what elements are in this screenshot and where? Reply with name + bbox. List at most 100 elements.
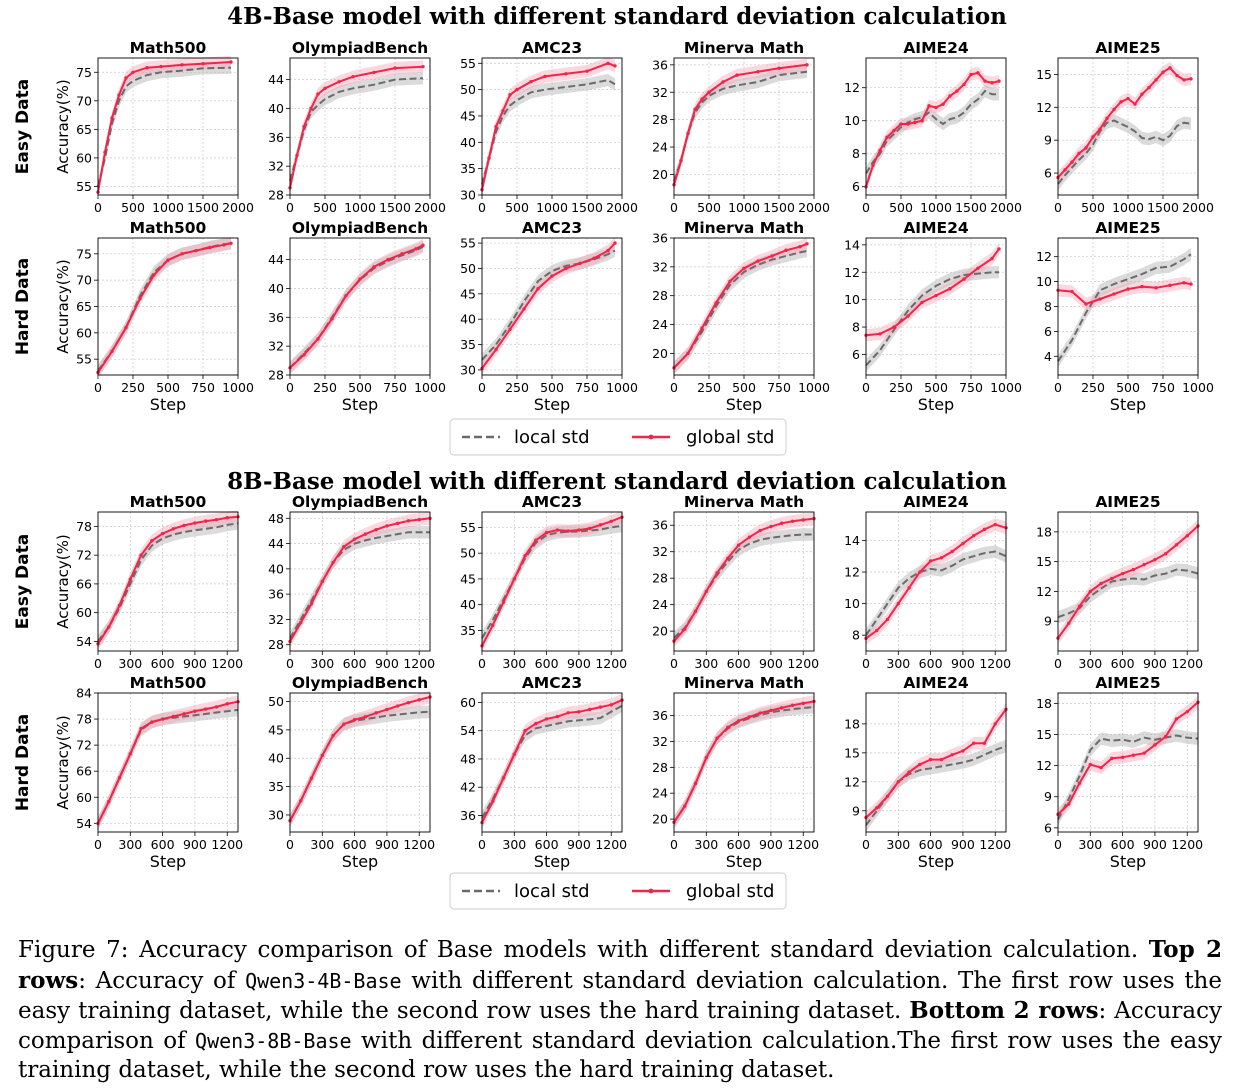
local-std-band	[866, 739, 1006, 832]
subplot: AIME25 0 300 600 900 1200 9 12 15 18	[1036, 493, 1203, 671]
subplot-title: AMC23	[522, 39, 582, 57]
global-std-point	[331, 733, 335, 738]
local-std-line	[1057, 568, 1199, 619]
global-std-point	[229, 241, 233, 245]
global-std-point	[159, 64, 163, 69]
subplot: Math500 0 300 600 900 1200 54 60 66 72 78 Accuracy(…	[54, 493, 243, 671]
local-std-band	[1058, 729, 1198, 826]
y-tick-label: 40	[268, 281, 284, 296]
global-std-point	[609, 519, 613, 523]
global-std-line	[673, 517, 815, 642]
global-std-line	[865, 71, 1000, 188]
subplot: AIME25 0 500 1000 1500 2000 6 9 12 15	[1036, 39, 1214, 215]
x-tick-label: 1500	[955, 200, 987, 215]
global-std-point	[1189, 282, 1193, 286]
subplot: AMC23 0 300 600 900 1200 35 40 45 50 55	[460, 493, 627, 671]
y-tick-label: 9	[1044, 133, 1052, 148]
local-std-line	[289, 531, 430, 639]
global-std-point	[393, 66, 397, 70]
y-tick-label: 28	[268, 368, 284, 383]
global-std-point	[955, 89, 959, 93]
local-std-band	[674, 701, 814, 829]
x-tick-label: 1200	[403, 837, 435, 852]
y-tick-label: 40	[460, 597, 476, 612]
section-title: 8B-Base model with different standard de…	[227, 468, 1007, 495]
global-std-point	[983, 79, 987, 83]
global-std-point	[920, 119, 924, 123]
x-axis-label: Step	[342, 395, 378, 414]
x-tick-label: 1200	[979, 656, 1011, 671]
y-tick-label: 36	[652, 57, 668, 72]
global-std-point	[758, 528, 762, 533]
y-tick-label: 36	[652, 231, 668, 246]
global-std-line	[97, 61, 232, 193]
global-std-point	[934, 105, 938, 110]
local-std-band	[1058, 563, 1198, 624]
subplot-frame	[289, 511, 431, 652]
global-std-point	[1147, 85, 1151, 90]
subplot-title: AIME24	[903, 674, 969, 692]
subplot-title: Minerva Math	[684, 39, 804, 57]
global-std-point	[1098, 127, 1102, 131]
x-tick-label: 300	[694, 837, 718, 852]
global-std-point	[779, 706, 784, 710]
global-std-point	[1119, 100, 1123, 104]
subplot-title: OlympiadBench	[292, 674, 428, 692]
global-std-point	[714, 301, 718, 305]
global-std-point	[1112, 107, 1116, 112]
global-std-point	[1084, 302, 1088, 306]
global-std-point	[721, 80, 725, 84]
local-std-band	[98, 703, 238, 830]
local-std-line	[289, 710, 431, 822]
global-std-band	[866, 703, 1006, 824]
global-std-point	[421, 243, 425, 247]
global-std-point	[107, 799, 111, 804]
subplot-title: Math500	[130, 39, 207, 57]
local-std-band	[98, 61, 231, 193]
global-std-point	[512, 577, 517, 581]
subplot: AIME25 0 300 600 900 1200 6 9 12 15 18 Step	[1036, 674, 1203, 871]
y-tick-label: 12	[844, 565, 860, 580]
global-std-point	[171, 714, 176, 719]
x-tick-label: 600	[727, 656, 751, 671]
x-tick-label: 300	[310, 656, 334, 671]
x-tick-label: 500	[1116, 380, 1140, 395]
y-tick-label: 18	[1036, 696, 1052, 711]
global-std-point	[913, 120, 917, 125]
global-std-point	[997, 79, 1001, 83]
global-std-point	[110, 349, 114, 353]
y-tick-label: 9	[852, 803, 860, 818]
global-std-band	[866, 518, 1006, 645]
x-tick-label: 0	[1054, 656, 1062, 671]
x-tick-label: 1000	[1182, 380, 1214, 395]
global-std-point	[1099, 765, 1103, 770]
x-tick-label: 300	[1078, 837, 1102, 852]
subplot-title: Math500	[130, 674, 207, 692]
global-std-point	[976, 71, 980, 75]
y-tick-label: 35	[460, 623, 476, 638]
local-std-line	[673, 706, 815, 823]
y-tick-label: 30	[460, 188, 476, 203]
global-std-point	[715, 571, 719, 575]
x-tick-label: 250	[697, 380, 721, 395]
local-std-band	[290, 526, 430, 645]
x-tick-label: 1200	[1171, 656, 1203, 671]
x-tick-label: 900	[567, 837, 591, 852]
global-std-point	[555, 528, 560, 532]
y-tick-label: 20	[652, 812, 668, 827]
y-tick-label: 40	[268, 751, 284, 766]
x-tick-label: 300	[886, 656, 910, 671]
global-std-point	[417, 698, 421, 702]
legend: local std global std	[449, 418, 787, 456]
x-tick-label: 250	[121, 380, 145, 395]
local-std-band	[482, 519, 622, 645]
subplot-title: Minerva Math	[684, 219, 804, 237]
x-tick-label: 0	[670, 656, 678, 671]
x-tick-label: 250	[313, 380, 337, 395]
global-std-point	[385, 707, 389, 712]
x-tick-label: 300	[502, 656, 526, 671]
global-std-point	[993, 722, 997, 726]
global-std-point	[587, 526, 592, 531]
y-tick-label: 6	[1044, 324, 1052, 339]
x-tick-label: 0	[286, 380, 294, 395]
